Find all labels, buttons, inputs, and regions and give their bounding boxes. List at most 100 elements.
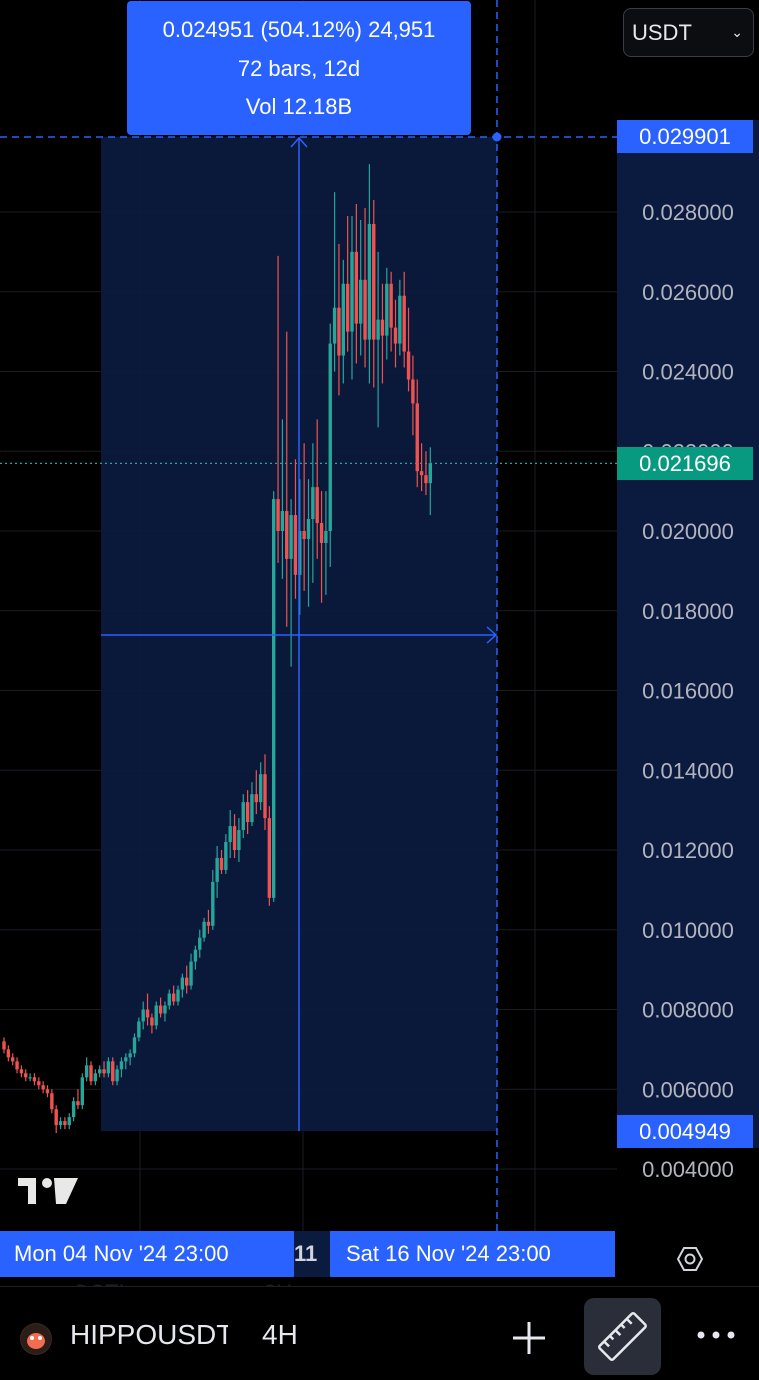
candle-body <box>241 802 245 831</box>
currency-select[interactable]: USDT ⌄ <box>623 8 754 57</box>
candle-body <box>219 857 224 870</box>
measure-end-price-tag: 0.029901 <box>617 120 753 153</box>
measure-end-date: Sat 16 Nov '24 23:00 <box>330 1231 615 1277</box>
candle-body <box>180 977 185 990</box>
candle-body <box>63 1121 67 1126</box>
measure-volume: Vol 12.18B <box>245 94 353 119</box>
candle-body <box>267 818 272 898</box>
candle-body <box>37 1081 41 1086</box>
candle-body <box>385 283 389 336</box>
settings-icon[interactable] <box>674 1243 706 1275</box>
arrow-up-icon <box>290 136 308 148</box>
price-chart[interactable]: 0.004000 0.006000 0.008000 0.010000 0.012000… <box>0 0 759 1286</box>
candle-body <box>341 283 345 356</box>
price-tick-label: 0.026000 <box>642 280 734 305</box>
candle-body <box>367 223 372 340</box>
candle-body <box>237 830 241 850</box>
candle-body <box>93 1073 98 1082</box>
candle-body <box>272 499 276 898</box>
candle-body <box>128 1053 132 1058</box>
candle-body <box>315 487 319 524</box>
candle-body <box>145 1009 150 1018</box>
candle-body <box>389 283 393 328</box>
candle-body <box>167 993 171 1006</box>
interval-button[interactable]: 4H <box>262 1319 298 1350</box>
candle-body <box>228 826 232 843</box>
hippo-logo-icon <box>21 1324 51 1354</box>
candle-body <box>285 511 289 559</box>
candle-body <box>41 1085 45 1090</box>
candle-body <box>354 251 359 324</box>
candle-body <box>198 937 202 950</box>
candle-body <box>106 1061 111 1074</box>
candle-body <box>2 1041 6 1050</box>
candle-body <box>289 515 293 559</box>
more-icon[interactable] <box>696 1325 738 1345</box>
measure-start-date: Mon 04 Nov '24 23:00 <box>0 1231 294 1277</box>
candle-body <box>319 523 324 543</box>
candle-body <box>306 519 311 539</box>
candle-body <box>119 1061 124 1070</box>
candle-body <box>428 463 432 484</box>
candle-body <box>176 989 180 1002</box>
tradingview-logo-icon <box>16 1170 80 1210</box>
candle-body <box>154 1005 158 1026</box>
candle-body <box>163 1005 167 1014</box>
price-tick-label: 0.006000 <box>642 1077 734 1102</box>
candle-body <box>258 774 263 803</box>
candle-body <box>28 1077 32 1079</box>
candle-body <box>232 826 237 850</box>
candle-body <box>132 1037 137 1054</box>
current-price: 0.021696 <box>639 450 731 476</box>
candle-body <box>402 295 406 352</box>
candle-body <box>245 802 250 823</box>
measure-info-box: 0.024951 (504.12%) 24,951 72 bars, 12d V… <box>127 1 471 135</box>
candle-body <box>6 1049 11 1058</box>
measure-start-price-tag: 0.004949 <box>617 1115 753 1148</box>
candle-body <box>380 319 385 336</box>
chevron-down-icon: ⌄ <box>731 24 743 40</box>
candle-body <box>206 921 211 926</box>
candle-body <box>215 857 219 882</box>
candle-body <box>393 327 398 344</box>
candle-body <box>45 1089 50 1094</box>
price-axis-range-highlight <box>617 120 759 1148</box>
candle-body <box>211 881 215 926</box>
candle-body <box>202 921 206 938</box>
candle-body <box>15 1061 19 1070</box>
candle-body <box>415 403 419 472</box>
bottom-toolbar: HIPPOUSDT 4H <box>0 1286 759 1375</box>
candle-body <box>141 1009 145 1022</box>
symbol-name[interactable]: HIPPOUSDT <box>70 1319 228 1350</box>
candle-body <box>150 1017 154 1026</box>
plus-icon[interactable] <box>510 1319 548 1357</box>
candle-body <box>76 1101 80 1106</box>
candle-body <box>11 1057 15 1062</box>
candle-body <box>250 794 254 823</box>
candle-body <box>102 1069 106 1074</box>
candle-body <box>398 295 402 344</box>
candle-body <box>293 515 298 575</box>
candle-body <box>158 1005 163 1014</box>
candle-body <box>89 1065 93 1082</box>
candle-body <box>98 1069 102 1074</box>
candle-body <box>185 977 189 986</box>
candle-body <box>263 774 267 819</box>
currency-value: USDT <box>632 19 692 45</box>
candle-body <box>254 794 258 803</box>
candle-body <box>406 351 411 380</box>
current-price-tag: 0.021696 <box>617 447 753 480</box>
price-tick-label: 0.014000 <box>642 758 734 783</box>
candle-body <box>332 307 337 344</box>
candle-body <box>345 283 350 332</box>
measure-bars: 72 bars, 12d <box>237 55 361 81</box>
symbol-avatar[interactable] <box>20 1323 52 1355</box>
measure-change: 0.024951 (504.12%) 24,951 <box>162 17 436 42</box>
price-tick-label: 0.016000 <box>642 679 734 704</box>
candle-body <box>276 499 280 531</box>
candle-body <box>193 949 198 962</box>
candle-body <box>124 1057 128 1062</box>
price-tick-label: 0.012000 <box>642 838 734 863</box>
candle-body <box>311 487 315 520</box>
ruler-button[interactable] <box>584 1298 661 1375</box>
